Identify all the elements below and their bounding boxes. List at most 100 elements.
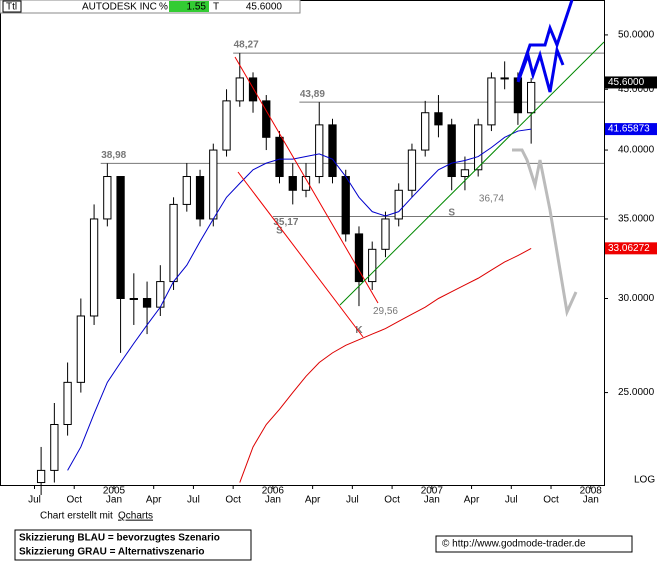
legend-grey: Skizzierung GRAU = Alternativszenario <box>19 547 205 558</box>
x-year-label: 2007 <box>421 486 444 497</box>
candle-body <box>315 124 324 178</box>
x-tick-label: Jul <box>346 495 359 506</box>
pct-label: % <box>159 2 168 13</box>
stock-name: AUTODESK INC <box>82 2 157 13</box>
level-label: 35,17 <box>273 217 298 228</box>
t-label: T <box>213 2 219 13</box>
candle-body <box>36 469 46 484</box>
candle-body <box>421 112 430 151</box>
candle-body <box>368 248 377 283</box>
candle-body <box>248 77 258 102</box>
scenario-blue <box>516 44 565 93</box>
candle-body <box>328 124 337 178</box>
pattern-marker: K <box>355 325 363 336</box>
candle-body <box>116 176 125 299</box>
y-tick-label: 40.0000 <box>618 145 655 156</box>
y-tick-label: 35.0000 <box>618 214 655 225</box>
credit: Chart erstellt mit <box>40 511 113 522</box>
legend-blue: Skizzierung BLAU = bevorzugtes Szenario <box>19 533 220 544</box>
symbol: Ttl <box>6 2 17 13</box>
x-tick-label: Apr <box>146 495 162 506</box>
x-tick-label: Apr <box>305 495 321 506</box>
x-tick-label: Oct <box>384 495 400 506</box>
pattern-marker: S <box>448 208 455 219</box>
x-tick-label: Jul <box>28 495 41 506</box>
level-label: 48,27 <box>234 40 259 51</box>
candle-body <box>262 100 271 138</box>
candle-body <box>129 297 138 300</box>
x-tick-label: Apr <box>464 495 480 506</box>
candle-body <box>301 176 311 191</box>
header-bar <box>0 0 301 14</box>
candle-body <box>195 176 205 220</box>
level-label: 43,89 <box>300 89 325 100</box>
y-tick-label: 30.0000 <box>618 293 655 304</box>
candle-body <box>487 77 496 126</box>
scenario-blue <box>516 0 574 81</box>
x-year-label: 2006 <box>262 486 285 497</box>
candle-body <box>63 381 72 425</box>
pct-value: 1.55 <box>187 2 207 13</box>
point-label: 36,74 <box>479 194 504 205</box>
price-tag-label: 41.65873 <box>608 124 650 135</box>
candle-body <box>209 149 218 220</box>
candle-body <box>222 100 231 151</box>
candle-body <box>142 297 152 308</box>
scale-label: LOG <box>634 475 655 486</box>
plot: 25.0000 30.0000 35.0000 40.0000 45.0000 50.00… <box>28 30 657 506</box>
level-label: 38,98 <box>101 150 126 161</box>
moving-average <box>67 128 532 471</box>
candle-body <box>474 124 483 171</box>
last-price: 45.6000 <box>246 2 283 13</box>
price-tag-label: 33.06272 <box>608 243 650 254</box>
y-tick-label: 45.0000 <box>618 84 655 95</box>
candle-body <box>235 77 244 102</box>
plot-frame <box>0 0 605 486</box>
x-tick-label: Oct <box>543 495 559 506</box>
x-tick-label: Oct <box>66 495 82 506</box>
candle-body <box>394 189 403 220</box>
candle-body <box>89 218 99 317</box>
x-tick-label: Oct <box>225 495 241 506</box>
moving-average <box>239 247 532 483</box>
candle-body <box>407 149 417 191</box>
x-tick-label: Jan <box>424 495 440 506</box>
x-year-label: 2005 <box>103 486 126 497</box>
symbol-box <box>2 0 22 13</box>
candle-body <box>513 77 523 114</box>
price-tag <box>605 123 657 136</box>
candle-body <box>169 203 178 283</box>
candle-body <box>460 169 470 178</box>
trend-channel <box>234 56 379 304</box>
candle-body <box>447 124 456 178</box>
x-tick-label: Jul <box>187 495 200 506</box>
candle-body <box>275 136 284 178</box>
pattern-marker: S <box>276 226 283 237</box>
candle-body <box>434 112 443 126</box>
candle-body <box>182 176 191 205</box>
candle-body <box>76 315 85 383</box>
point-label: 29,56 <box>373 306 398 317</box>
candle-body <box>50 423 59 471</box>
candle-body <box>527 81 536 114</box>
x-tick-label: Jan <box>265 495 281 506</box>
candle-body <box>500 77 509 80</box>
candle-body <box>354 233 364 283</box>
candle-body <box>381 218 390 250</box>
copyright-box <box>435 535 633 553</box>
copyright: © http://www.godmode-trader.de <box>442 539 586 550</box>
price-tag-label: 45.6000 <box>608 77 645 88</box>
y-tick-label: 25.0000 <box>618 387 655 398</box>
candle-body <box>288 176 297 191</box>
price-tag <box>605 76 657 89</box>
trendline <box>339 41 605 306</box>
x-tick-label: Jan <box>583 495 599 506</box>
scenario-grey <box>512 148 578 318</box>
y-tick-label: 50.0000 <box>618 30 655 41</box>
price-tag <box>605 242 657 255</box>
trend-channel <box>237 171 364 338</box>
x-tick-label: Jul <box>505 495 518 506</box>
candle-body <box>103 176 112 220</box>
pct-box <box>169 1 209 12</box>
